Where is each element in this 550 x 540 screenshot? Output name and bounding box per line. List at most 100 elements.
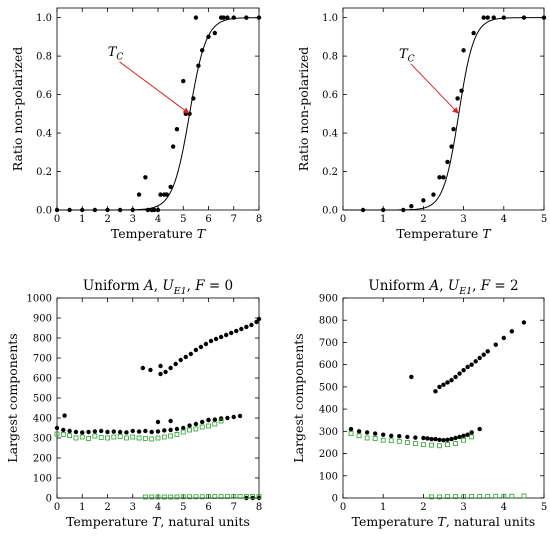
data-point <box>149 429 154 435</box>
y-tick-label: 900 <box>33 314 52 325</box>
x-axis-label: Temperature T <box>396 226 492 241</box>
data-point-square <box>174 431 180 437</box>
data-point-square <box>92 433 98 439</box>
x-tick-label: 3 <box>460 214 466 225</box>
data-point <box>136 429 142 434</box>
data-point <box>437 175 442 180</box>
data-point <box>92 429 98 434</box>
x-tick-label: 5 <box>180 502 186 513</box>
fit-curve <box>57 17 260 211</box>
annotation-arrowhead <box>182 107 190 114</box>
data-point-square <box>155 494 161 500</box>
data-point-square <box>73 435 79 441</box>
data-point-square <box>429 442 434 448</box>
data-point <box>158 192 163 197</box>
data-point <box>73 429 79 435</box>
data-point <box>364 430 370 435</box>
y-tick-label: 100 <box>319 471 338 482</box>
data-point <box>431 192 436 197</box>
x-tick-label: 7 <box>231 502 237 513</box>
data-point-square <box>250 493 256 499</box>
panel-components-f2: 0 1 2 3 4 5 0 100 200 300 400 500 600 700 800 900 Temper… <box>291 278 547 529</box>
data-point <box>155 419 161 425</box>
data-point <box>170 144 176 149</box>
data-point <box>187 423 192 428</box>
data-point <box>457 371 462 376</box>
data-point-square <box>168 494 174 500</box>
data-point <box>162 428 167 433</box>
data-point <box>193 421 199 427</box>
data-point <box>433 389 438 394</box>
data-point <box>225 415 230 421</box>
data-point <box>239 326 244 332</box>
data-point <box>67 428 72 434</box>
data-point-square <box>453 441 458 446</box>
data-point <box>212 417 218 422</box>
x-tick-label: 1 <box>79 214 85 225</box>
data-point-square <box>225 494 230 500</box>
data-point <box>206 417 211 423</box>
data-point <box>441 175 446 180</box>
data-point <box>229 330 234 336</box>
data-point <box>449 378 454 383</box>
data-point <box>218 334 224 340</box>
y-tick-label: 300 <box>33 434 52 445</box>
data-point-square <box>187 494 192 500</box>
data-point-square <box>380 437 386 443</box>
data-point-square <box>218 418 224 424</box>
data-point <box>143 428 148 434</box>
data-point <box>509 329 515 334</box>
data-point-square <box>445 494 450 500</box>
x-tick-label: 0 <box>54 214 60 225</box>
y-tick-label: 700 <box>33 354 52 365</box>
data-point <box>485 15 490 20</box>
data-point <box>441 438 446 443</box>
data-point-square <box>60 431 66 437</box>
data-point <box>461 433 466 438</box>
y-tick-label: 400 <box>33 414 52 425</box>
y-axis-label: Largest components <box>291 333 306 462</box>
data-point-square <box>212 494 218 500</box>
plot-frame <box>342 7 545 211</box>
data-point-square <box>168 433 174 439</box>
data-point-square <box>124 435 129 441</box>
data-point <box>348 426 354 432</box>
x-tick-label: 5 <box>541 214 547 225</box>
data-point <box>221 15 226 20</box>
data-point-square <box>136 435 142 441</box>
data-point <box>54 425 60 431</box>
data-point-square <box>174 494 180 500</box>
data-point <box>465 364 470 370</box>
data-point <box>473 359 478 364</box>
data-point-square <box>86 435 91 441</box>
y-tick-label: 100 <box>33 474 52 485</box>
y-tick-label: 200 <box>33 454 52 465</box>
data-point <box>198 344 204 350</box>
x-axis-label: Temperature T, natural units <box>352 514 536 529</box>
data-point <box>181 78 186 84</box>
plot-frame <box>342 297 545 499</box>
data-point <box>477 355 482 361</box>
data-point <box>213 336 219 342</box>
data-point <box>208 338 214 344</box>
data-point <box>62 413 67 418</box>
plot-frame <box>56 297 260 499</box>
data-point-square <box>348 431 354 436</box>
data-point-square <box>493 493 499 499</box>
data-point <box>485 349 490 354</box>
data-point <box>174 426 180 432</box>
y-tick-label: 1.0 <box>322 13 338 24</box>
data-point-square <box>67 433 73 439</box>
x-tick-label: 3 <box>460 502 466 513</box>
x-tick-label: 4 <box>501 214 507 225</box>
data-point <box>481 352 486 357</box>
data-point <box>449 436 454 442</box>
y-tick-label: 700 <box>319 338 338 349</box>
chart-title: Uniform A, UE1​, F = 0 <box>83 278 233 297</box>
x-tick-label: 2 <box>420 502 426 513</box>
x-tick-label: 6 <box>205 502 211 513</box>
data-point <box>130 428 135 434</box>
data-point-square <box>237 493 243 499</box>
x-tick-label: 0 <box>340 214 346 225</box>
data-point <box>183 354 188 360</box>
